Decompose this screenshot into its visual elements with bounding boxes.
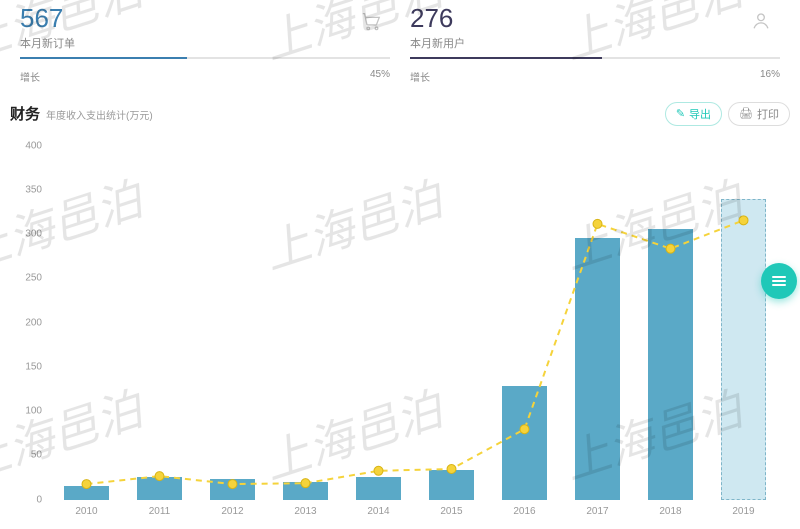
bar — [64, 486, 110, 499]
kpi-users-growth-value: 16% — [760, 69, 780, 84]
kpi-card-users: 276 本月新用户 增长 16% — [400, 4, 790, 84]
y-tick-label: 350 — [25, 184, 42, 195]
kpi-row: 567 本月新订单 增长 45% 276 本月新用户 增长 — [0, 0, 800, 96]
kpi-orders-growth-label: 增长 — [20, 69, 40, 84]
kpi-orders-value: 567 — [20, 4, 390, 33]
pencil-icon: ✎ — [676, 107, 685, 120]
bar — [210, 479, 256, 499]
bar — [137, 477, 183, 500]
kpi-orders-growth-value: 45% — [370, 69, 390, 84]
chart-header: 财务 年度收入支出统计(万元) ✎ 导出 🖨 打印 — [10, 102, 790, 126]
x-tick-label: 2010 — [75, 506, 97, 517]
x-tick-label: 2018 — [659, 506, 681, 517]
chart-subtitle: 年度收入支出统计(万元) — [46, 107, 153, 122]
y-tick-label: 0 — [36, 494, 42, 505]
kpi-card-orders: 567 本月新订单 增长 45% — [10, 4, 400, 84]
kpi-orders-label: 本月新订单 — [20, 35, 390, 51]
x-tick-label: 2015 — [440, 506, 462, 517]
export-button[interactable]: ✎ 导出 — [665, 102, 722, 126]
bar — [283, 482, 329, 500]
bar — [356, 477, 402, 500]
x-tick-label: 2014 — [367, 506, 389, 517]
menu-icon — [772, 276, 786, 286]
y-tick-label: 150 — [25, 361, 42, 372]
kpi-users-bar-fill — [410, 57, 602, 59]
print-button[interactable]: 🖨 打印 — [728, 102, 790, 126]
bar — [502, 386, 548, 499]
kpi-orders-bar-fill — [20, 57, 187, 59]
y-tick-label: 250 — [25, 273, 42, 284]
chart-body: 050100150200250300350400 201020112012201… — [10, 136, 790, 526]
x-tick-label: 2011 — [149, 506, 171, 517]
x-tick-label: 2016 — [513, 506, 535, 517]
y-tick-label: 100 — [25, 406, 42, 417]
kpi-users-bar — [410, 57, 780, 59]
y-tick-label: 300 — [25, 229, 42, 240]
chart-title: 财务 — [10, 103, 40, 124]
x-axis: 2010 2011 2012 2013 2014 2015 2016 2017 2018 2019 — [50, 502, 780, 526]
x-tick-label: 2012 — [221, 506, 243, 517]
bar — [648, 229, 694, 500]
menu-fab[interactable] — [761, 263, 797, 299]
printer-icon: 🖨 — [739, 107, 753, 120]
x-tick-label: 2017 — [586, 506, 608, 517]
cart-icon — [360, 10, 382, 37]
print-button-label: 打印 — [757, 106, 779, 122]
export-button-label: 导出 — [689, 106, 711, 122]
user-icon — [750, 10, 772, 37]
y-tick-label: 400 — [25, 140, 42, 151]
y-tick-label: 50 — [31, 450, 42, 461]
bar — [721, 199, 767, 500]
kpi-users-label: 本月新用户 — [410, 35, 780, 51]
kpi-users-growth-label: 增长 — [410, 69, 430, 84]
kpi-orders-bar — [20, 57, 390, 59]
x-tick-label: 2013 — [294, 506, 316, 517]
y-axis: 050100150200250300350400 — [10, 146, 46, 500]
bar — [575, 238, 621, 500]
bar — [429, 470, 475, 500]
plot-area — [50, 146, 780, 500]
kpi-users-value: 276 — [410, 4, 780, 33]
y-tick-label: 200 — [25, 317, 42, 328]
chart-section: 财务 年度收入支出统计(万元) ✎ 导出 🖨 打印 0 50 100 150 200 25… — [0, 96, 800, 526]
x-tick-label: 2019 — [732, 506, 754, 517]
